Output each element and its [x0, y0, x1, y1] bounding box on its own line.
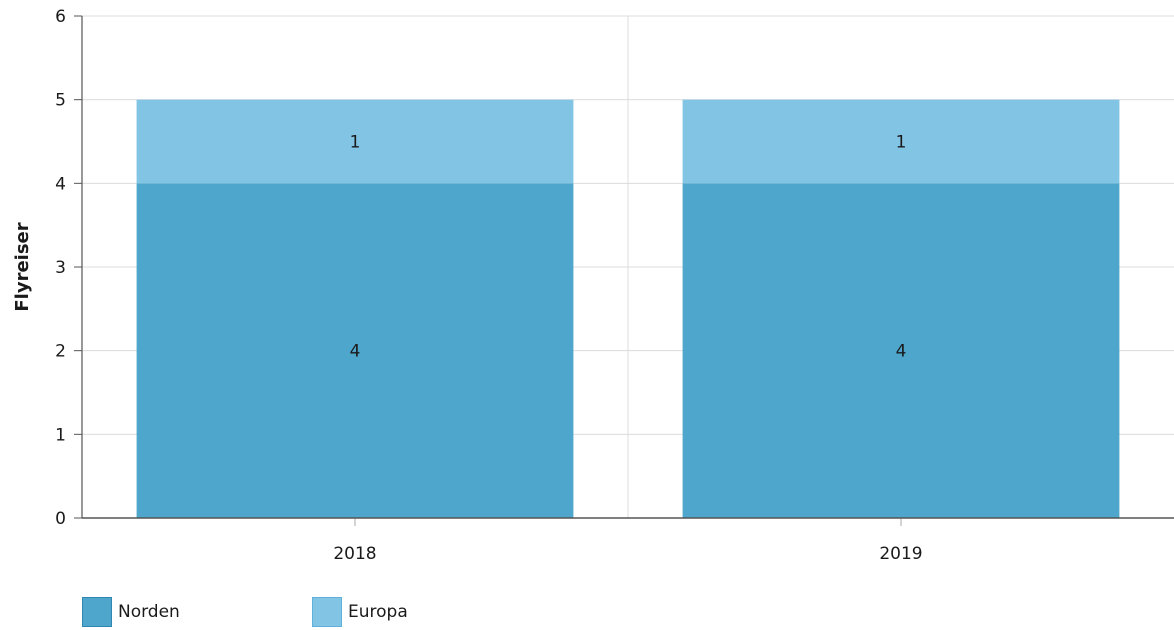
- legend-label-europa: Europa: [348, 602, 408, 622]
- x-tick-label: 2018: [333, 544, 376, 564]
- data-label: 4: [350, 342, 361, 362]
- y-tick-label: 5: [55, 91, 66, 111]
- y-tick-label: 3: [55, 258, 66, 278]
- bar-europa-2018[interactable]: [136, 99, 574, 184]
- y-tick-label: 6: [55, 7, 66, 27]
- y-axis-label: Flyreiser: [12, 222, 33, 311]
- legend-label-norden: Norden: [118, 602, 180, 622]
- x-tick-label: 2019: [879, 544, 922, 564]
- data-label: 1: [896, 133, 907, 153]
- y-tick-label: 1: [55, 425, 66, 445]
- legend-swatch-norden: [82, 597, 112, 627]
- axes: 0 1 2 3 4 5 6 2018 2019: [55, 7, 1174, 564]
- data-label: 1: [350, 133, 361, 153]
- bars: [136, 99, 1120, 519]
- legend-item-norden[interactable]: Norden: [82, 597, 180, 627]
- legend: Norden Europa: [0, 597, 1174, 627]
- bar-norden-2018[interactable]: [136, 183, 574, 519]
- legend-item-europa[interactable]: Europa: [312, 597, 408, 627]
- y-tick-label: 4: [55, 174, 66, 194]
- legend-swatch-europa: [312, 597, 342, 627]
- data-labels: 4 1 4 1: [350, 133, 907, 362]
- data-label: 4: [896, 342, 907, 362]
- bar-europa-2019[interactable]: [682, 99, 1120, 184]
- y-tick-label: 0: [55, 509, 66, 529]
- bar-norden-2019[interactable]: [682, 183, 1120, 519]
- y-tick-label: 2: [55, 342, 66, 362]
